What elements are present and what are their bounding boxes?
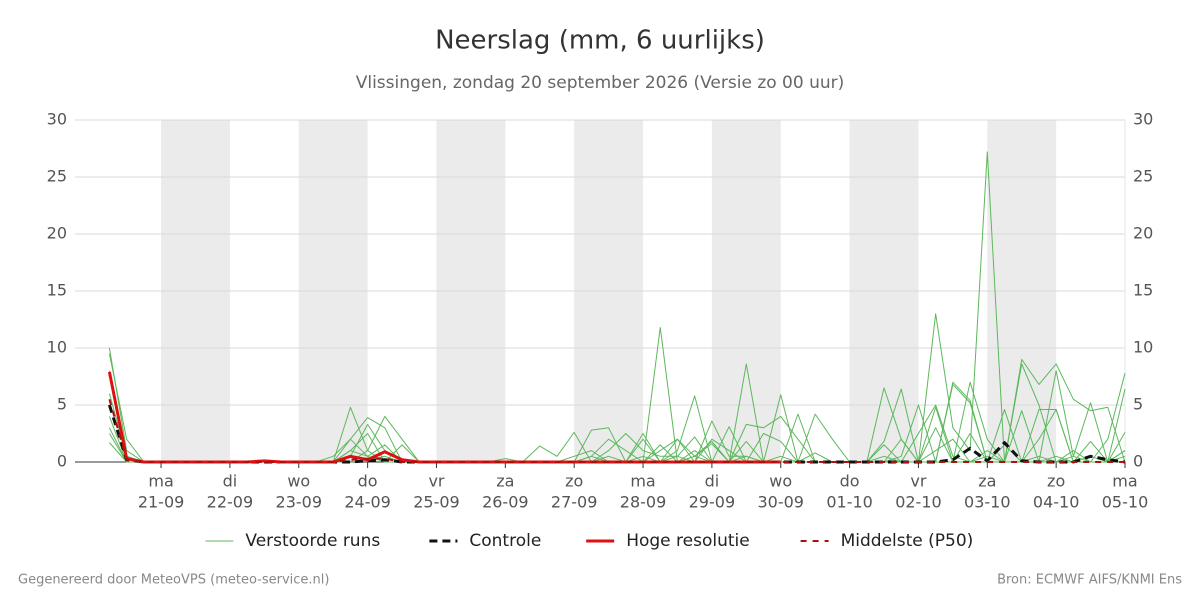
x-tick-label: 24-09 bbox=[344, 493, 391, 512]
y-tick-label: 10 bbox=[47, 338, 67, 357]
x-tick-label: 03-10 bbox=[964, 493, 1011, 512]
chart-subtitle: Vlissingen, zondag 20 september 2026 (Ve… bbox=[356, 73, 845, 93]
y-tick-label: 25 bbox=[47, 167, 67, 186]
x-tick-day: vr bbox=[428, 472, 444, 491]
x-tick-label: 25-09 bbox=[413, 493, 460, 512]
y2-tick-label: 5 bbox=[1133, 395, 1143, 414]
legend-label: Verstoorde runs bbox=[245, 531, 380, 551]
y2-tick-label: 30 bbox=[1133, 110, 1153, 129]
x-tick-day: di bbox=[705, 472, 720, 491]
x-tick-label: 04-10 bbox=[1033, 493, 1080, 512]
x-tick-day: ma bbox=[1112, 472, 1137, 491]
x-tick-label: 22-09 bbox=[207, 493, 254, 512]
x-tick-day: do bbox=[358, 472, 378, 491]
x-tick-label: 29-09 bbox=[689, 493, 736, 512]
x-tick-label: 30-09 bbox=[757, 493, 804, 512]
x-tick-day: zo bbox=[565, 472, 583, 491]
legend-label: Hoge resolutie bbox=[626, 531, 750, 551]
y2-tick-label: 0 bbox=[1133, 452, 1143, 471]
x-tick-label: 23-09 bbox=[276, 493, 323, 512]
y-tick-label: 15 bbox=[47, 281, 67, 300]
x-tick-label: 05-10 bbox=[1102, 493, 1149, 512]
y2-tick-label: 20 bbox=[1133, 224, 1153, 243]
x-tick-day: za bbox=[978, 472, 996, 491]
x-tick-label: 27-09 bbox=[551, 493, 598, 512]
x-tick-day: wo bbox=[769, 472, 792, 491]
x-tick-day: vr bbox=[910, 472, 926, 491]
y2-tick-label: 25 bbox=[1133, 167, 1153, 186]
y-tick-label: 0 bbox=[57, 452, 67, 471]
x-tick-day: za bbox=[496, 472, 514, 491]
x-tick-day: ma bbox=[630, 472, 655, 491]
x-tick-label: 28-09 bbox=[620, 493, 667, 512]
x-tick-day: zo bbox=[1047, 472, 1065, 491]
legend-label: Controle bbox=[469, 531, 541, 551]
y2-tick-label: 10 bbox=[1133, 338, 1153, 357]
series-line bbox=[108, 399, 1125, 463]
footer-left: Gegenereerd door MeteoVPS (meteo-service… bbox=[18, 573, 329, 588]
x-tick-day: do bbox=[840, 472, 860, 491]
x-tick-day: wo bbox=[287, 472, 310, 491]
x-tick-day: di bbox=[223, 472, 238, 491]
x-tick-label: 26-09 bbox=[482, 493, 529, 512]
y-tick-label: 20 bbox=[47, 224, 67, 243]
x-tick-day: ma bbox=[148, 472, 173, 491]
y-tick-label: 5 bbox=[57, 395, 67, 414]
chart-title: Neerslag (mm, 6 uurlijks) bbox=[435, 26, 765, 56]
x-tick-label: 01-10 bbox=[826, 493, 873, 512]
y-tick-label: 30 bbox=[47, 110, 67, 129]
footer-right: Bron: ECMWF AIFS/KNMI Ens bbox=[997, 573, 1182, 588]
x-tick-label: 02-10 bbox=[895, 493, 942, 512]
x-tick-label: 21-09 bbox=[138, 493, 185, 512]
y2-tick-label: 15 bbox=[1133, 281, 1153, 300]
legend-label: Middelste (P50) bbox=[841, 531, 974, 551]
